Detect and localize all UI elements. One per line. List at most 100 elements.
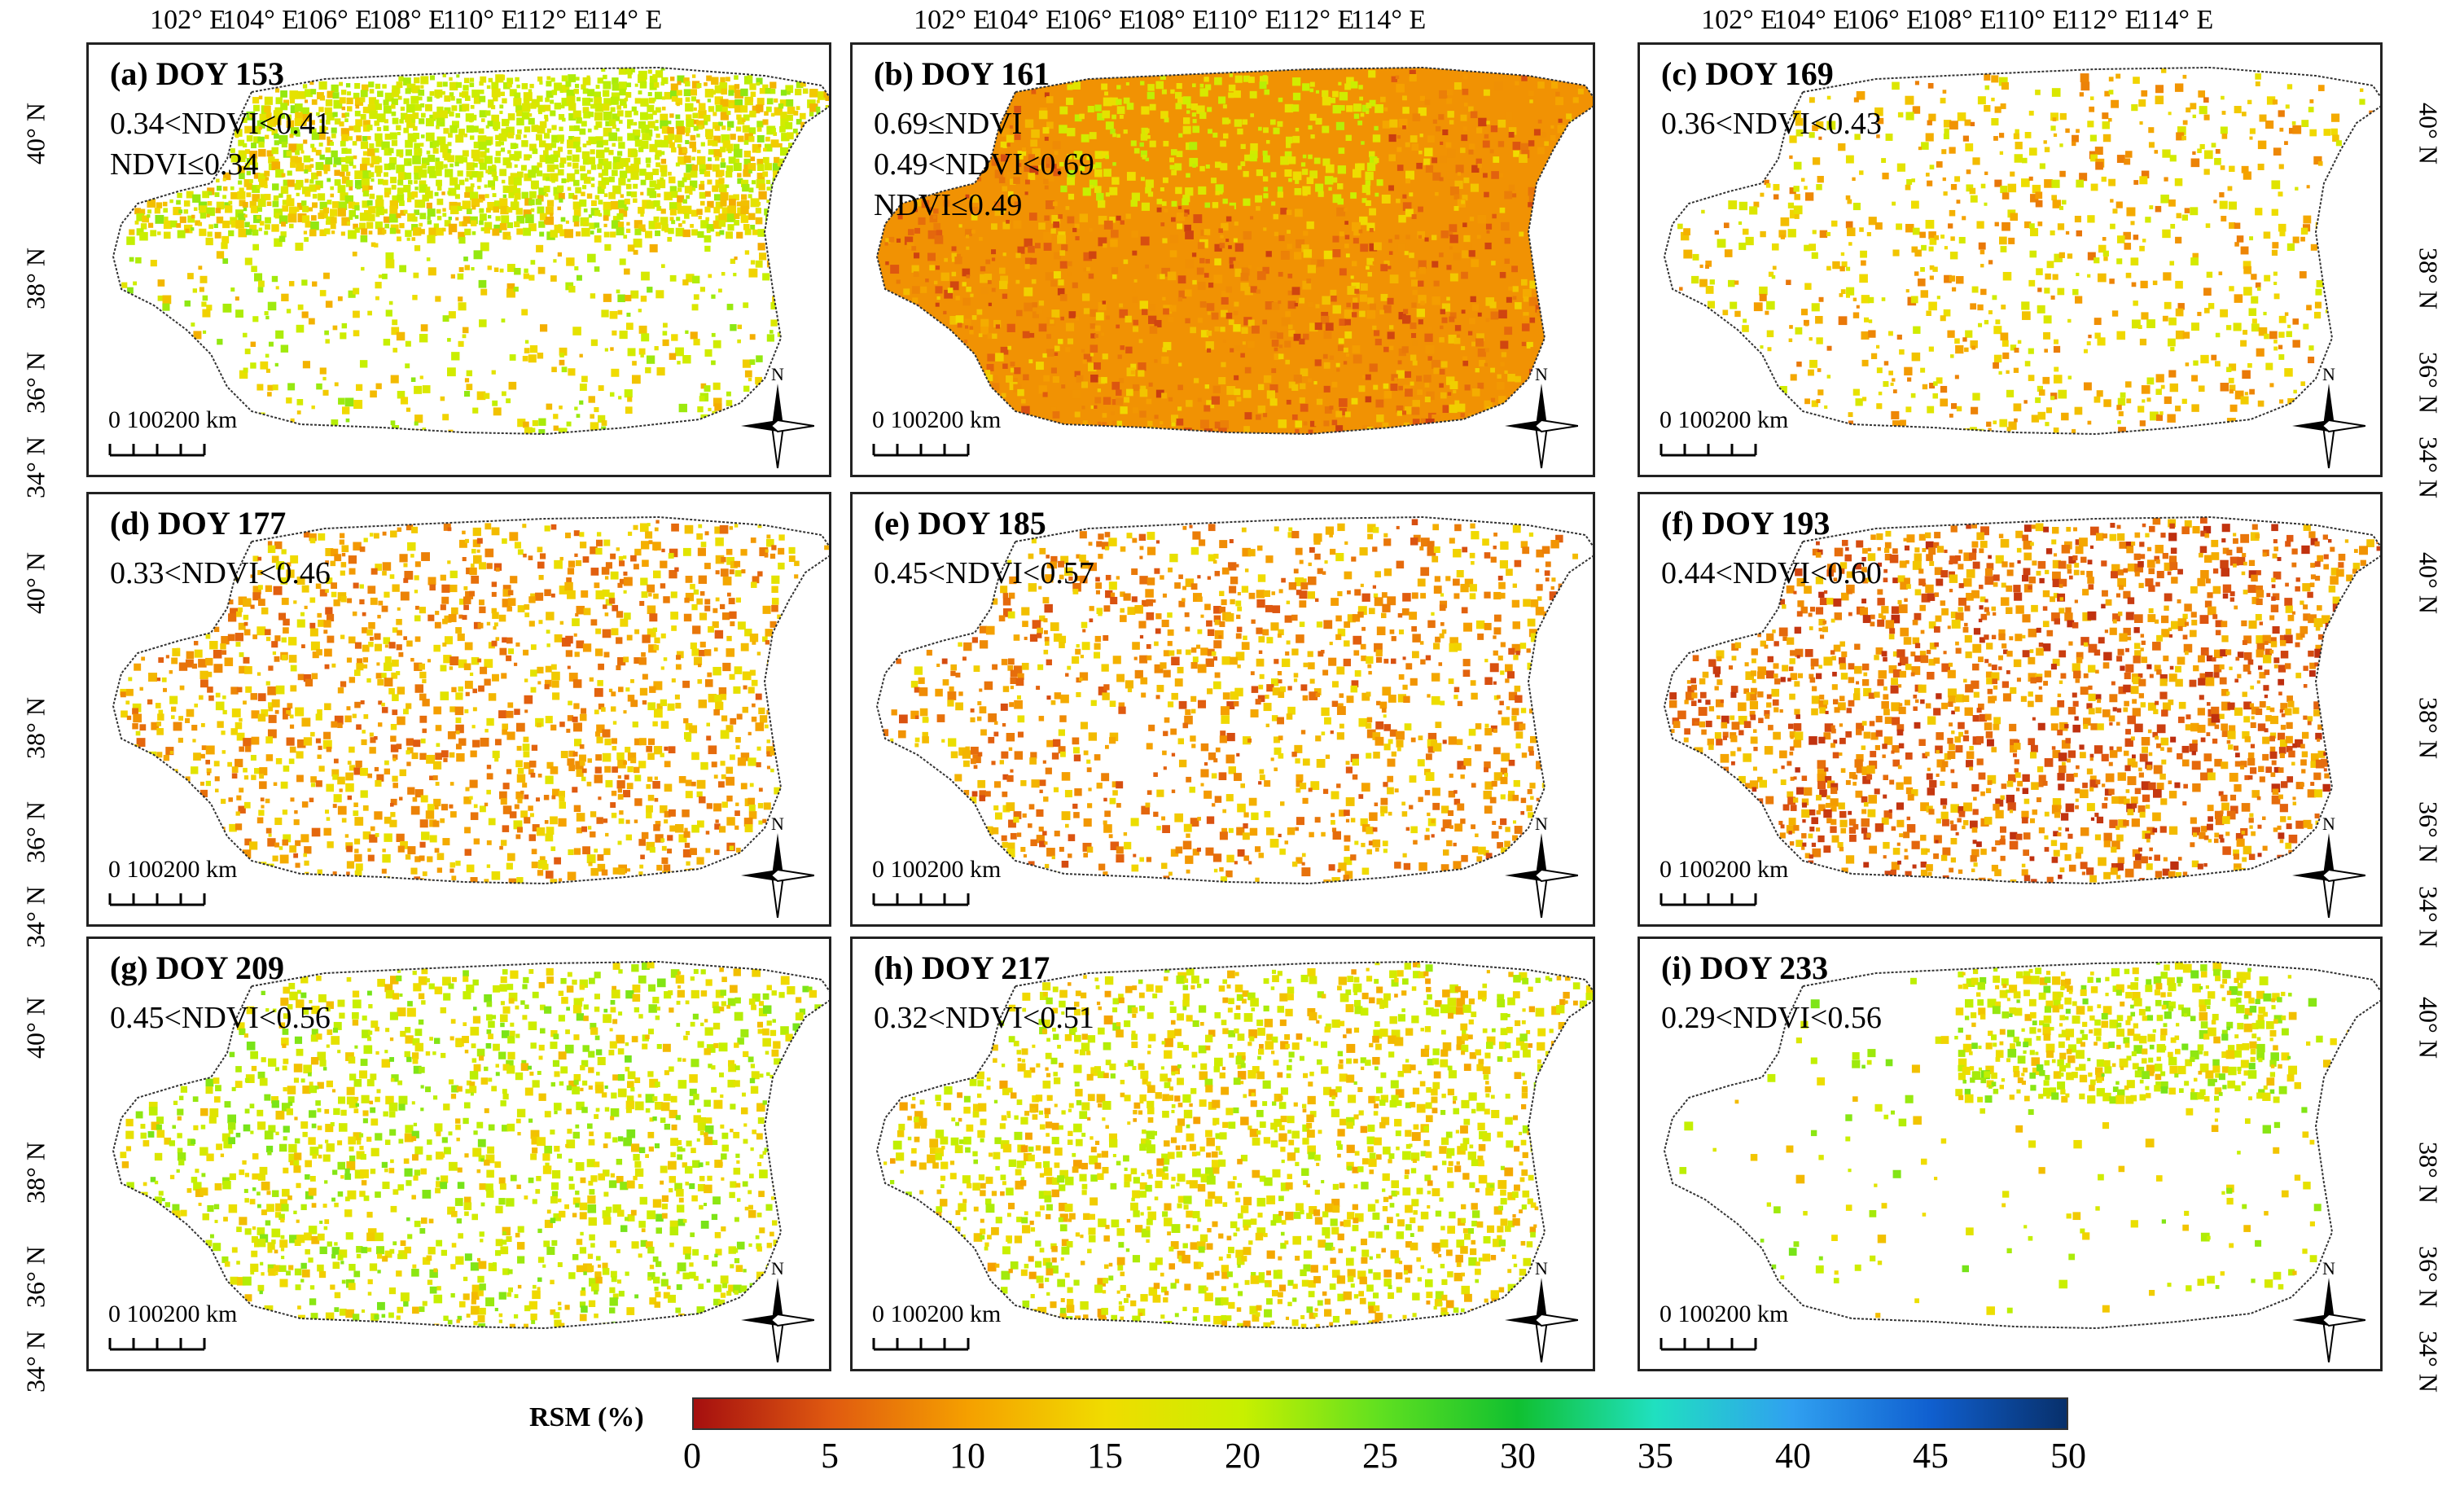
rsm-pixel: [391, 672, 398, 679]
rsm-pixel: [559, 586, 568, 594]
rsm-pixel: [1259, 81, 1267, 90]
rsm-pixel: [1507, 374, 1515, 382]
rsm-pixel: [1815, 316, 1823, 324]
rsm-pixel: [1337, 198, 1344, 205]
rsm-pixel: [572, 201, 581, 210]
rsm-pixel: [560, 217, 566, 222]
rsm-pixel: [258, 599, 265, 606]
rsm-pixel: [770, 319, 778, 327]
rsm-pixel: [1323, 250, 1333, 260]
rsm-pixel: [2306, 305, 2312, 311]
rsm-pixel: [451, 121, 459, 129]
rsm-pixel: [272, 183, 279, 191]
rsm-pixel: [502, 637, 507, 643]
rsm-pixel: [1418, 107, 1427, 116]
rsm-pixel: [383, 216, 390, 223]
rsm-pixel: [398, 76, 404, 82]
rsm-pixel: [1228, 84, 1236, 92]
rsm-pixel: [1920, 367, 1926, 373]
rsm-pixel: [1014, 367, 1021, 375]
latitude-tick: 40° N: [20, 103, 50, 164]
rsm-pixel: [1790, 374, 1797, 381]
rsm-pixel: [766, 125, 776, 135]
rsm-pixel: [1391, 76, 1397, 82]
rsm-pixel: [1207, 107, 1212, 112]
rsm-pixel: [449, 177, 458, 186]
rsm-pixel: [288, 281, 295, 287]
rsm-pixel: [617, 582, 623, 588]
rsm-pixel: [275, 286, 279, 290]
rsm-pixel: [2271, 180, 2281, 190]
rsm-pixel: [1226, 385, 1236, 395]
rsm-pixel: [2065, 128, 2070, 134]
rsm-pixel: [1396, 198, 1401, 204]
ndvi-legend: 0.36<NDVI<0.43: [1661, 103, 1882, 144]
rsm-pixel: [1448, 231, 1453, 237]
rsm-pixel: [653, 200, 660, 208]
rsm-pixel: [1309, 88, 1314, 93]
rsm-pixel: [647, 121, 655, 129]
rsm-pixel: [602, 103, 610, 112]
rsm-pixel: [1051, 309, 1060, 318]
rsm-pixel: [442, 618, 448, 625]
rsm-pixel: [780, 112, 787, 119]
rsm-pixel: [1471, 388, 1480, 397]
rsm-pixel: [572, 136, 581, 145]
rsm-pixel: [370, 597, 378, 605]
rsm-pixel: [319, 95, 326, 101]
rsm-pixel: [1980, 288, 1987, 296]
rsm-pixel: [2300, 236, 2305, 242]
rsm-pixel: [155, 214, 164, 224]
rsm-pixel: [231, 708, 241, 717]
rsm-pixel: [2108, 117, 2112, 122]
rsm-pixel: [1402, 315, 1411, 324]
rsm-pixel: [2258, 327, 2268, 336]
rsm-pixel: [568, 135, 575, 143]
rsm-pixel: [572, 154, 580, 162]
rsm-pixel: [384, 591, 390, 598]
rsm-pixel: [638, 90, 642, 94]
rsm-pixel: [1484, 191, 1489, 198]
rsm-pixel: [1388, 345, 1394, 350]
rsm-pixel: [943, 200, 950, 207]
rsm-pixel: [2125, 272, 2132, 279]
rsm-pixel: [1308, 429, 1313, 434]
rsm-pixel: [1042, 127, 1050, 134]
rsm-pixel: [648, 97, 655, 104]
rsm-pixel: [198, 695, 204, 700]
rsm-pixel: [260, 194, 266, 200]
rsm-pixel: [523, 134, 527, 138]
rsm-pixel: [2301, 120, 2309, 127]
rsm-pixel: [294, 103, 303, 112]
rsm-pixel: [2251, 296, 2259, 304]
rsm-pixel: [1809, 243, 1817, 251]
rsm-pixel: [1905, 95, 1914, 105]
rsm-pixel: [1405, 170, 1414, 180]
rsm-pixel: [528, 154, 533, 159]
rsm-pixel: [728, 598, 735, 605]
rsm-pixel: [1094, 397, 1102, 404]
north-arrow: N: [2292, 364, 2365, 470]
rsm-pixel: [493, 626, 497, 630]
rsm-pixel: [656, 703, 663, 709]
rsm-pixel: [502, 585, 511, 594]
rsm-pixel: [1247, 319, 1255, 327]
rsm-pixel: [495, 141, 502, 147]
rsm-pixel: [2115, 73, 2121, 79]
rsm-pixel: [287, 170, 292, 176]
rsm-pixel: [502, 231, 511, 240]
rsm-pixel: [1734, 310, 1741, 318]
rsm-pixel: [726, 111, 731, 116]
rsm-pixel: [1017, 388, 1024, 397]
rsm-pixel: [765, 136, 770, 142]
rsm-pixel: [249, 179, 253, 183]
rsm-pixel: [1440, 309, 1446, 314]
rsm-pixel: [1221, 222, 1229, 231]
rsm-pixel: [704, 191, 711, 197]
rsm-pixel: [309, 81, 314, 86]
rsm-pixel: [1220, 420, 1230, 429]
rsm-pixel: [1926, 173, 1930, 177]
rsm-pixel: [1345, 134, 1352, 142]
rsm-pixel: [2013, 403, 2022, 412]
rsm-pixel: [422, 678, 427, 684]
